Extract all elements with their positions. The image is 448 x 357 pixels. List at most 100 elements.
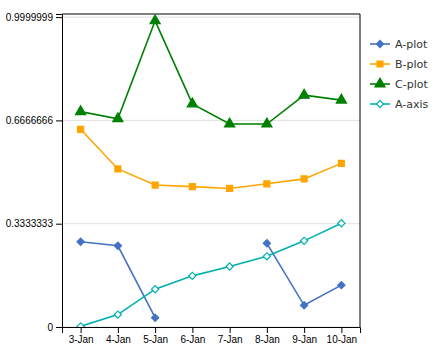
x-tick: 4-Jan — [106, 327, 131, 345]
x-tick-label: 4-Jan — [106, 334, 131, 345]
x-tick: 10-Jan — [327, 327, 358, 345]
point — [189, 272, 196, 279]
series — [77, 220, 345, 327]
point — [226, 263, 233, 270]
legend-item: A-plot — [370, 38, 428, 51]
legend-marker — [377, 61, 383, 67]
point — [299, 89, 309, 98]
y-tick-mark — [56, 120, 62, 121]
x-tick-label: 9-Jan — [292, 334, 317, 345]
x-tick: 3-Jan — [69, 327, 94, 345]
legend-marker — [375, 78, 385, 87]
x-axis: 3-Jan 4-Jan 5-Jan 6-Jan 7-Jan 8-Jan 9-Jan 10-Ja… — [63, 327, 361, 345]
point — [187, 98, 197, 107]
point — [78, 126, 84, 132]
grid-line — [62, 17, 360, 18]
grid — [62, 17, 360, 327]
legend: A-plot B-plot C-plot A-axis — [370, 38, 429, 111]
x-tick-label: 5-Jan — [143, 334, 168, 345]
point — [338, 282, 345, 289]
point — [115, 166, 121, 172]
x-tick-mark — [192, 327, 193, 333]
y-tick-label: 0.3333333 — [6, 218, 54, 229]
y-tick-label: 0.9999999 — [6, 12, 54, 23]
chart: 0 0.3333333 0.6666666 0.9999999 3-Jan 4-Jan 5-… — [0, 0, 448, 357]
legend-label: A-plot — [395, 38, 428, 51]
point — [336, 94, 346, 103]
series — [77, 238, 345, 321]
point — [114, 311, 121, 318]
series-line — [81, 242, 342, 318]
point — [76, 106, 86, 115]
point — [338, 160, 344, 166]
x-tick: 6-Jan — [180, 327, 205, 345]
legend-item: C-plot — [370, 78, 428, 91]
point — [152, 286, 159, 293]
x-tick: 9-Jan — [292, 327, 317, 345]
y-tick-label: 0.6666666 — [6, 115, 54, 126]
x-tick-mark — [155, 327, 156, 333]
point — [152, 314, 159, 321]
x-tick-label: 6-Jan — [180, 334, 205, 345]
series — [78, 126, 345, 191]
x-tick: 7-Jan — [218, 327, 243, 345]
point — [225, 118, 235, 127]
legend-label: C-plot — [395, 78, 428, 91]
y-tick: 0 — [47, 322, 62, 333]
series-line — [81, 223, 342, 326]
series-line — [81, 21, 342, 124]
point — [77, 238, 84, 245]
point — [301, 302, 308, 309]
point — [338, 220, 345, 227]
legend-item: B-plot — [370, 58, 428, 71]
series-group — [76, 15, 347, 327]
point — [227, 185, 233, 191]
point — [262, 118, 272, 127]
x-tick-mark — [267, 327, 268, 333]
point — [152, 182, 158, 188]
x-tick-mark — [81, 327, 82, 333]
x-tick-label: 10-Jan — [327, 334, 358, 345]
y-tick: 0.6666666 — [6, 115, 62, 126]
x-tick-label: 7-Jan — [218, 334, 243, 345]
series — [76, 15, 347, 127]
point — [189, 184, 195, 190]
y-tick-mark — [56, 224, 62, 225]
legend-marker — [376, 40, 383, 47]
y-tick-mark — [56, 17, 62, 18]
point — [150, 15, 160, 24]
point — [113, 113, 123, 122]
frame-right — [360, 14, 361, 327]
point — [263, 253, 270, 260]
point — [77, 323, 84, 327]
point — [263, 240, 270, 247]
legend-item: A-axis — [370, 98, 429, 111]
point — [114, 242, 121, 249]
x-tick: 5-Jan — [143, 327, 168, 345]
x-axis-line — [63, 328, 361, 334]
y-axis: 0 0.3333333 0.6666666 0.9999999 — [6, 12, 63, 333]
legend-label: B-plot — [395, 58, 428, 71]
x-tick-label: 3-Jan — [69, 334, 94, 345]
y-axis-line — [56, 15, 63, 328]
grid-line — [62, 223, 360, 224]
frame-top — [62, 14, 360, 15]
y-tick-label: 0 — [47, 322, 53, 333]
x-tick-mark — [304, 327, 305, 333]
y-tick: 0.3333333 — [6, 218, 62, 229]
x-tick-mark — [341, 327, 342, 333]
x-tick: 8-Jan — [255, 327, 280, 345]
x-tick-mark — [230, 327, 231, 333]
legend-label: A-axis — [395, 98, 429, 111]
x-tick-mark — [118, 327, 119, 333]
series-line — [81, 129, 342, 188]
x-tick-label: 8-Jan — [255, 334, 280, 345]
point — [301, 237, 308, 244]
point — [301, 176, 307, 182]
grid-line — [62, 120, 360, 121]
y-tick-mark — [56, 327, 62, 328]
y-tick: 0.9999999 — [6, 12, 62, 23]
point — [264, 181, 270, 187]
legend-marker — [376, 100, 383, 107]
plot-area: 0 0.3333333 0.6666666 0.9999999 3-Jan 4-Jan 5-… — [6, 12, 361, 345]
